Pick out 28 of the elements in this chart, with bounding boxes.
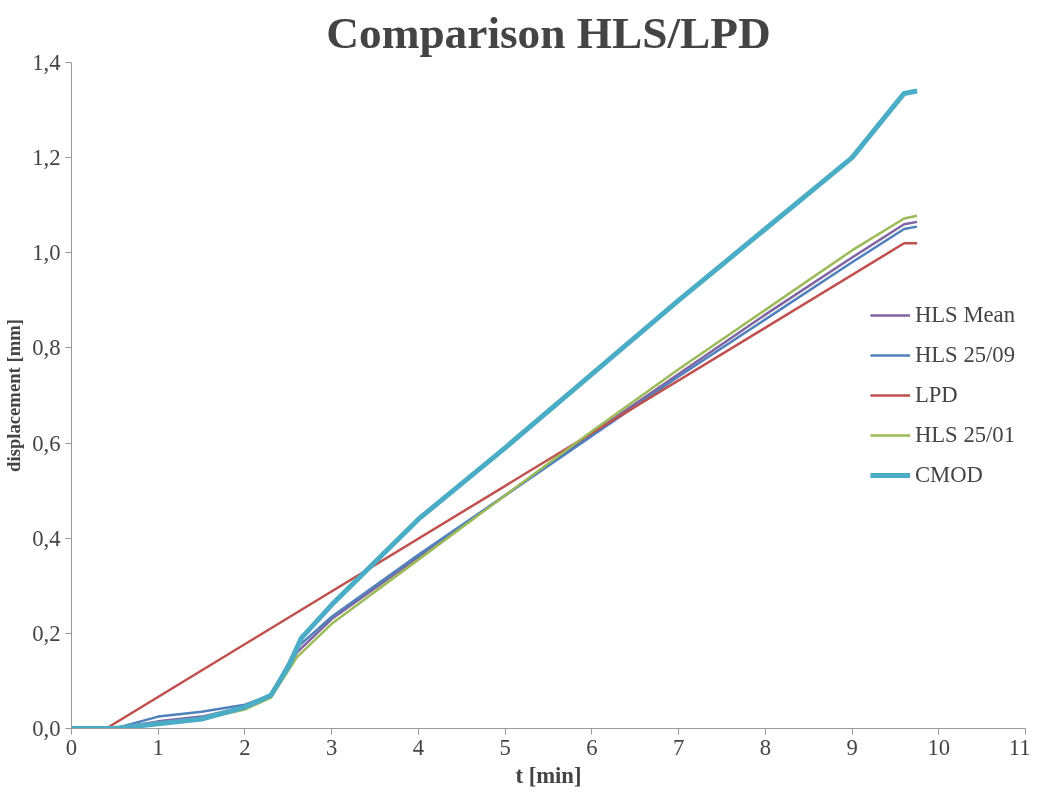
x-tick-label: 10: [927, 734, 951, 760]
legend-label: HLS 25/01: [914, 422, 1015, 448]
x-tick-label: 9: [846, 734, 858, 760]
chart-title: Comparison HLS/LPD: [326, 7, 771, 58]
legend-label: HLS Mean: [914, 302, 1015, 328]
x-tick-label: 3: [326, 734, 338, 760]
x-tick-label: 2: [239, 734, 251, 760]
x-tick-label: 11: [1008, 734, 1031, 760]
y-tick-label: 1,4: [32, 50, 61, 75]
legend-label: CMOD: [914, 462, 983, 488]
y-tick-label: 0,2: [32, 620, 61, 646]
legend-label: HLS 25/09: [914, 342, 1015, 368]
x-tick-label: 1: [152, 734, 164, 760]
x-axis-title: t [min]: [515, 762, 582, 788]
y-tick-label: 1,2: [32, 145, 61, 171]
y-tick-label: 0,0: [32, 716, 61, 741]
y-tick-label: 1,0: [32, 240, 61, 266]
y-axis-title: displacement [mm]: [3, 319, 25, 472]
y-tick-label: 0,8: [32, 335, 61, 361]
legend-label: LPD: [914, 382, 958, 408]
x-tick-label: 7: [672, 734, 685, 760]
x-tick-label: 6: [586, 734, 598, 760]
x-tick-label: 0: [65, 734, 78, 760]
x-tick-label: 5: [499, 734, 511, 760]
y-tick-label: 0,6: [32, 430, 61, 456]
x-tick-label: 8: [759, 734, 771, 760]
y-tick-label: 0,4: [32, 525, 61, 551]
x-tick-label: 4: [412, 734, 425, 760]
